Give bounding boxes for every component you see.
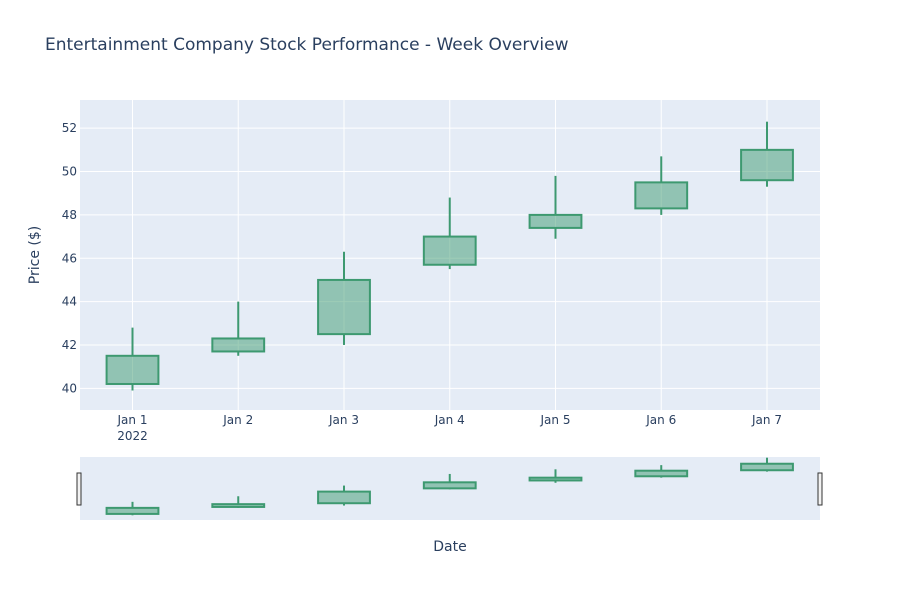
rangeslider-candle-body — [105, 506, 160, 515]
y-tick-label: 50 — [62, 165, 77, 179]
y-tick-label: 48 — [62, 208, 77, 222]
candle-body[interactable] — [105, 354, 160, 385]
rangeslider-candle-body — [211, 503, 266, 508]
y-tick-label: 44 — [62, 295, 77, 309]
rangeslider-right-handle[interactable] — [817, 472, 823, 506]
y-tick-label: 42 — [62, 338, 77, 352]
rangeslider-candle-body — [634, 469, 689, 478]
y-tick-label: 46 — [62, 251, 77, 265]
rangeslider-candle-body — [317, 490, 371, 505]
x-year-label: 2022 — [117, 429, 148, 443]
x-axis-title: Date — [433, 539, 466, 555]
y-axis-ticks: 40 42 44 46 48 50 52 — [62, 121, 77, 395]
y-tick-label: 52 — [62, 121, 77, 135]
rangeslider-candles — [105, 457, 794, 516]
rangeslider-left-handle[interactable] — [76, 472, 82, 506]
x-tick-label: Jan 1 — [117, 413, 148, 427]
rangeslider-candle — [740, 457, 794, 472]
candle[interactable] — [422, 197, 477, 270]
candle[interactable] — [528, 175, 583, 239]
x-tick-label: Jan 7 — [751, 413, 782, 427]
x-tick-label: Jan 2 — [222, 413, 253, 427]
candle-body[interactable] — [211, 337, 266, 353]
x-tick-label: Jan 6 — [645, 413, 676, 427]
candle-body[interactable] — [422, 235, 477, 266]
rangeslider-candle-body — [740, 462, 794, 472]
candle[interactable] — [317, 251, 371, 345]
rangeslider-candle-body — [528, 476, 583, 482]
x-tick-label: Jan 4 — [434, 413, 465, 427]
x-tick-label: Jan 5 — [540, 413, 571, 427]
candle[interactable] — [634, 156, 689, 215]
candle-body[interactable] — [317, 278, 371, 336]
candle[interactable] — [211, 301, 266, 356]
rangeslider-candle — [528, 469, 583, 483]
chart-title: Entertainment Company Stock Performance … — [45, 35, 569, 55]
candle-body[interactable] — [634, 181, 689, 210]
rangeslider-candle — [317, 485, 371, 506]
rangeslider-candle — [105, 501, 160, 516]
rangeslider-candle — [211, 496, 266, 508]
y-tick-label: 40 — [62, 381, 77, 395]
x-tick-label: Jan 3 — [328, 413, 359, 427]
y-axis-title: Price ($) — [27, 226, 43, 284]
candle-body[interactable] — [528, 213, 583, 229]
x-axis-ticks: Jan 1 Jan 2 Jan 3 Jan 4 Jan 5 Jan 6 Jan 7 — [117, 413, 782, 427]
candle-body[interactable] — [740, 148, 794, 182]
candles[interactable] — [105, 121, 794, 391]
rangeslider-candle — [422, 473, 477, 490]
candle[interactable] — [105, 327, 160, 391]
rangeslider-candle — [634, 465, 689, 478]
candle[interactable] — [740, 121, 794, 187]
rangeslider-candle-body — [422, 481, 477, 490]
